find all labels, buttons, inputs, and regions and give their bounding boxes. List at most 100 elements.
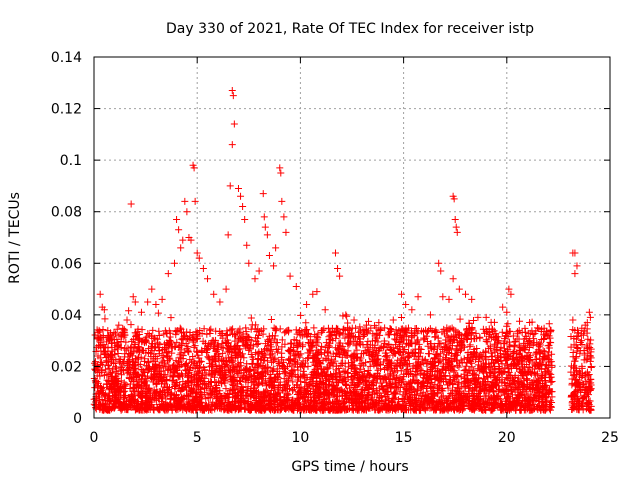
band-point [353,346,361,354]
band-point [157,403,165,411]
band-point [545,369,553,377]
band-point [139,367,147,375]
band-point [400,373,408,381]
band-point [93,384,101,392]
band-point [195,354,203,362]
band-point [520,339,528,347]
band-point [538,335,546,343]
band-point [168,377,176,385]
band-point [182,339,190,347]
band-point [365,317,373,325]
band-point [406,370,414,378]
band-point [507,364,515,372]
band-point [135,330,143,338]
band-point [509,349,517,357]
band-point [330,399,338,407]
band-point [481,363,489,371]
band-point [525,401,533,409]
band-point [285,347,293,355]
band-point [110,404,118,412]
band-point [122,391,130,399]
band-point [147,344,155,352]
band-point [224,339,232,347]
band-point [219,349,227,357]
band-point [242,365,250,373]
band-point [211,402,219,410]
band-point [411,396,419,404]
band-point [195,358,203,366]
band-point [281,394,289,402]
band-point [303,332,311,340]
band-point [239,391,247,399]
band-point [152,352,160,360]
band-point [156,387,164,395]
band-point [481,329,489,337]
band-point [147,374,155,382]
band-point [548,363,556,371]
band-point [516,317,524,325]
band-point [253,404,261,412]
band-point [139,337,147,345]
band-point [330,372,338,380]
band-point [381,324,389,332]
band-point [404,339,412,347]
band-point [585,401,593,409]
band-point [217,332,225,340]
band-point [260,346,268,354]
band-point [361,374,369,382]
band-point [242,376,250,384]
band-point [419,359,427,367]
band-point [399,351,407,359]
band-point [155,347,163,355]
band-point [377,325,385,333]
band-point [208,401,216,409]
band-point [259,368,267,376]
band-point [358,385,366,393]
band-point [529,397,537,405]
band-point [93,335,101,343]
band-point [391,362,399,370]
band-point [217,379,225,387]
band-point [467,358,475,366]
band-point [545,332,553,340]
band-point [501,400,509,408]
band-point [504,382,512,390]
band-point [115,358,123,366]
band-point [443,395,451,403]
band-point [547,370,555,378]
band-point [175,384,183,392]
band-point [545,320,553,328]
band-point [466,341,474,349]
band-point [458,358,466,366]
band-point [314,390,322,398]
band-point [528,327,536,335]
band-point [211,356,219,364]
band-point [413,364,421,372]
band-point [102,391,110,399]
band-point [391,368,399,376]
band-point [371,373,379,381]
band-point [587,363,595,371]
data-point [115,321,123,329]
band-point [466,402,474,410]
band-point [198,393,206,401]
band-point [365,327,373,335]
band-point [101,344,109,352]
band-point [490,327,498,335]
band-point [247,314,255,322]
band-point [522,332,530,340]
band-point [487,396,495,404]
band-point [283,326,291,334]
band-point [194,401,202,409]
band-point [224,361,232,369]
band-point [407,384,415,392]
band-point [132,368,140,376]
band-point [439,365,447,373]
band-point [142,404,150,412]
band-point [451,397,459,405]
band-point [493,333,501,341]
band-point [97,383,105,391]
band-point [171,392,179,400]
band-point [99,326,107,334]
band-point [456,339,464,347]
